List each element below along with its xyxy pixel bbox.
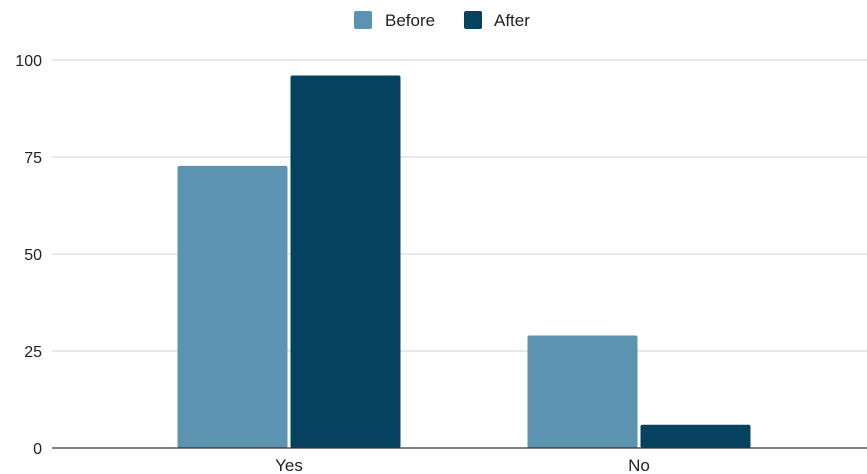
legend: Before After xyxy=(354,11,530,30)
legend-swatch-before xyxy=(354,11,372,29)
y-tick-label: 25 xyxy=(24,344,42,361)
legend-label-after: After xyxy=(494,11,530,30)
y-tick-label: 0 xyxy=(33,441,42,458)
x-category-label-yes: Yes xyxy=(275,456,303,474)
y-tick-label: 100 xyxy=(15,53,42,70)
x-category-label-no: No xyxy=(628,456,650,474)
bars xyxy=(177,75,751,449)
bar-yes-before xyxy=(177,165,288,448)
bar-yes-after xyxy=(290,75,401,449)
gridlines xyxy=(52,59,867,352)
y-tick-label: 50 xyxy=(24,247,42,264)
legend-label-before: Before xyxy=(385,11,435,30)
category-labels: Yes No xyxy=(275,456,650,474)
legend-swatch-after xyxy=(464,11,482,29)
bar-no-before xyxy=(527,335,638,448)
bar-no-after xyxy=(640,424,751,448)
y-axis-tick-labels: 0 25 50 75 100 xyxy=(15,53,42,458)
y-tick-label: 75 xyxy=(24,150,42,167)
